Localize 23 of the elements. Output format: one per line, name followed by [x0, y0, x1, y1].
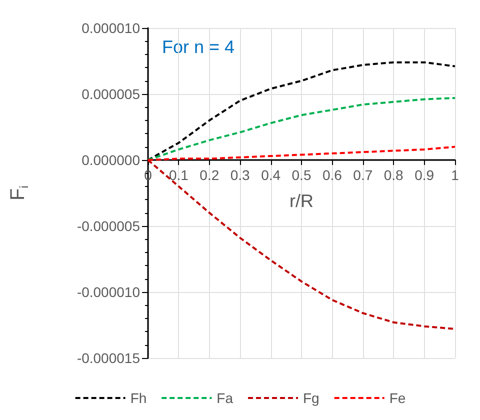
legend-label: Fg [303, 390, 320, 406]
x-tick-label: 0.1 [168, 167, 189, 183]
x-tick-label: 1 [451, 167, 460, 183]
legend-label: Fh [130, 390, 147, 406]
legend-label: Fe [389, 390, 406, 406]
y-tick-label: 0.000005 [82, 86, 140, 102]
y-tick-label: -0.000005 [76, 218, 140, 234]
legend-label: Fa [216, 390, 234, 406]
annotation: For n = 4 [162, 37, 235, 57]
x-tick-label: 0.9 [414, 167, 434, 183]
y-tick-label: -0.000015 [76, 350, 140, 366]
x-tick-label: 0.7 [353, 167, 373, 183]
x-tick-label: 0.3 [230, 167, 250, 183]
x-tick-label: 0.5 [292, 167, 312, 183]
y-tick-label: 0.000000 [82, 152, 140, 168]
y-axis-title: Fi [7, 186, 31, 200]
x-tick-label: 0.4 [261, 167, 281, 183]
x-tick-label: 0.6 [322, 167, 342, 183]
x-tick-label: 0.2 [200, 167, 220, 183]
y-tick-label: 0.000010 [82, 20, 140, 36]
x-tick-label: 0.8 [384, 167, 404, 183]
y-tick-label: -0.000010 [76, 284, 140, 300]
x-axis-title: r/R [290, 191, 314, 211]
